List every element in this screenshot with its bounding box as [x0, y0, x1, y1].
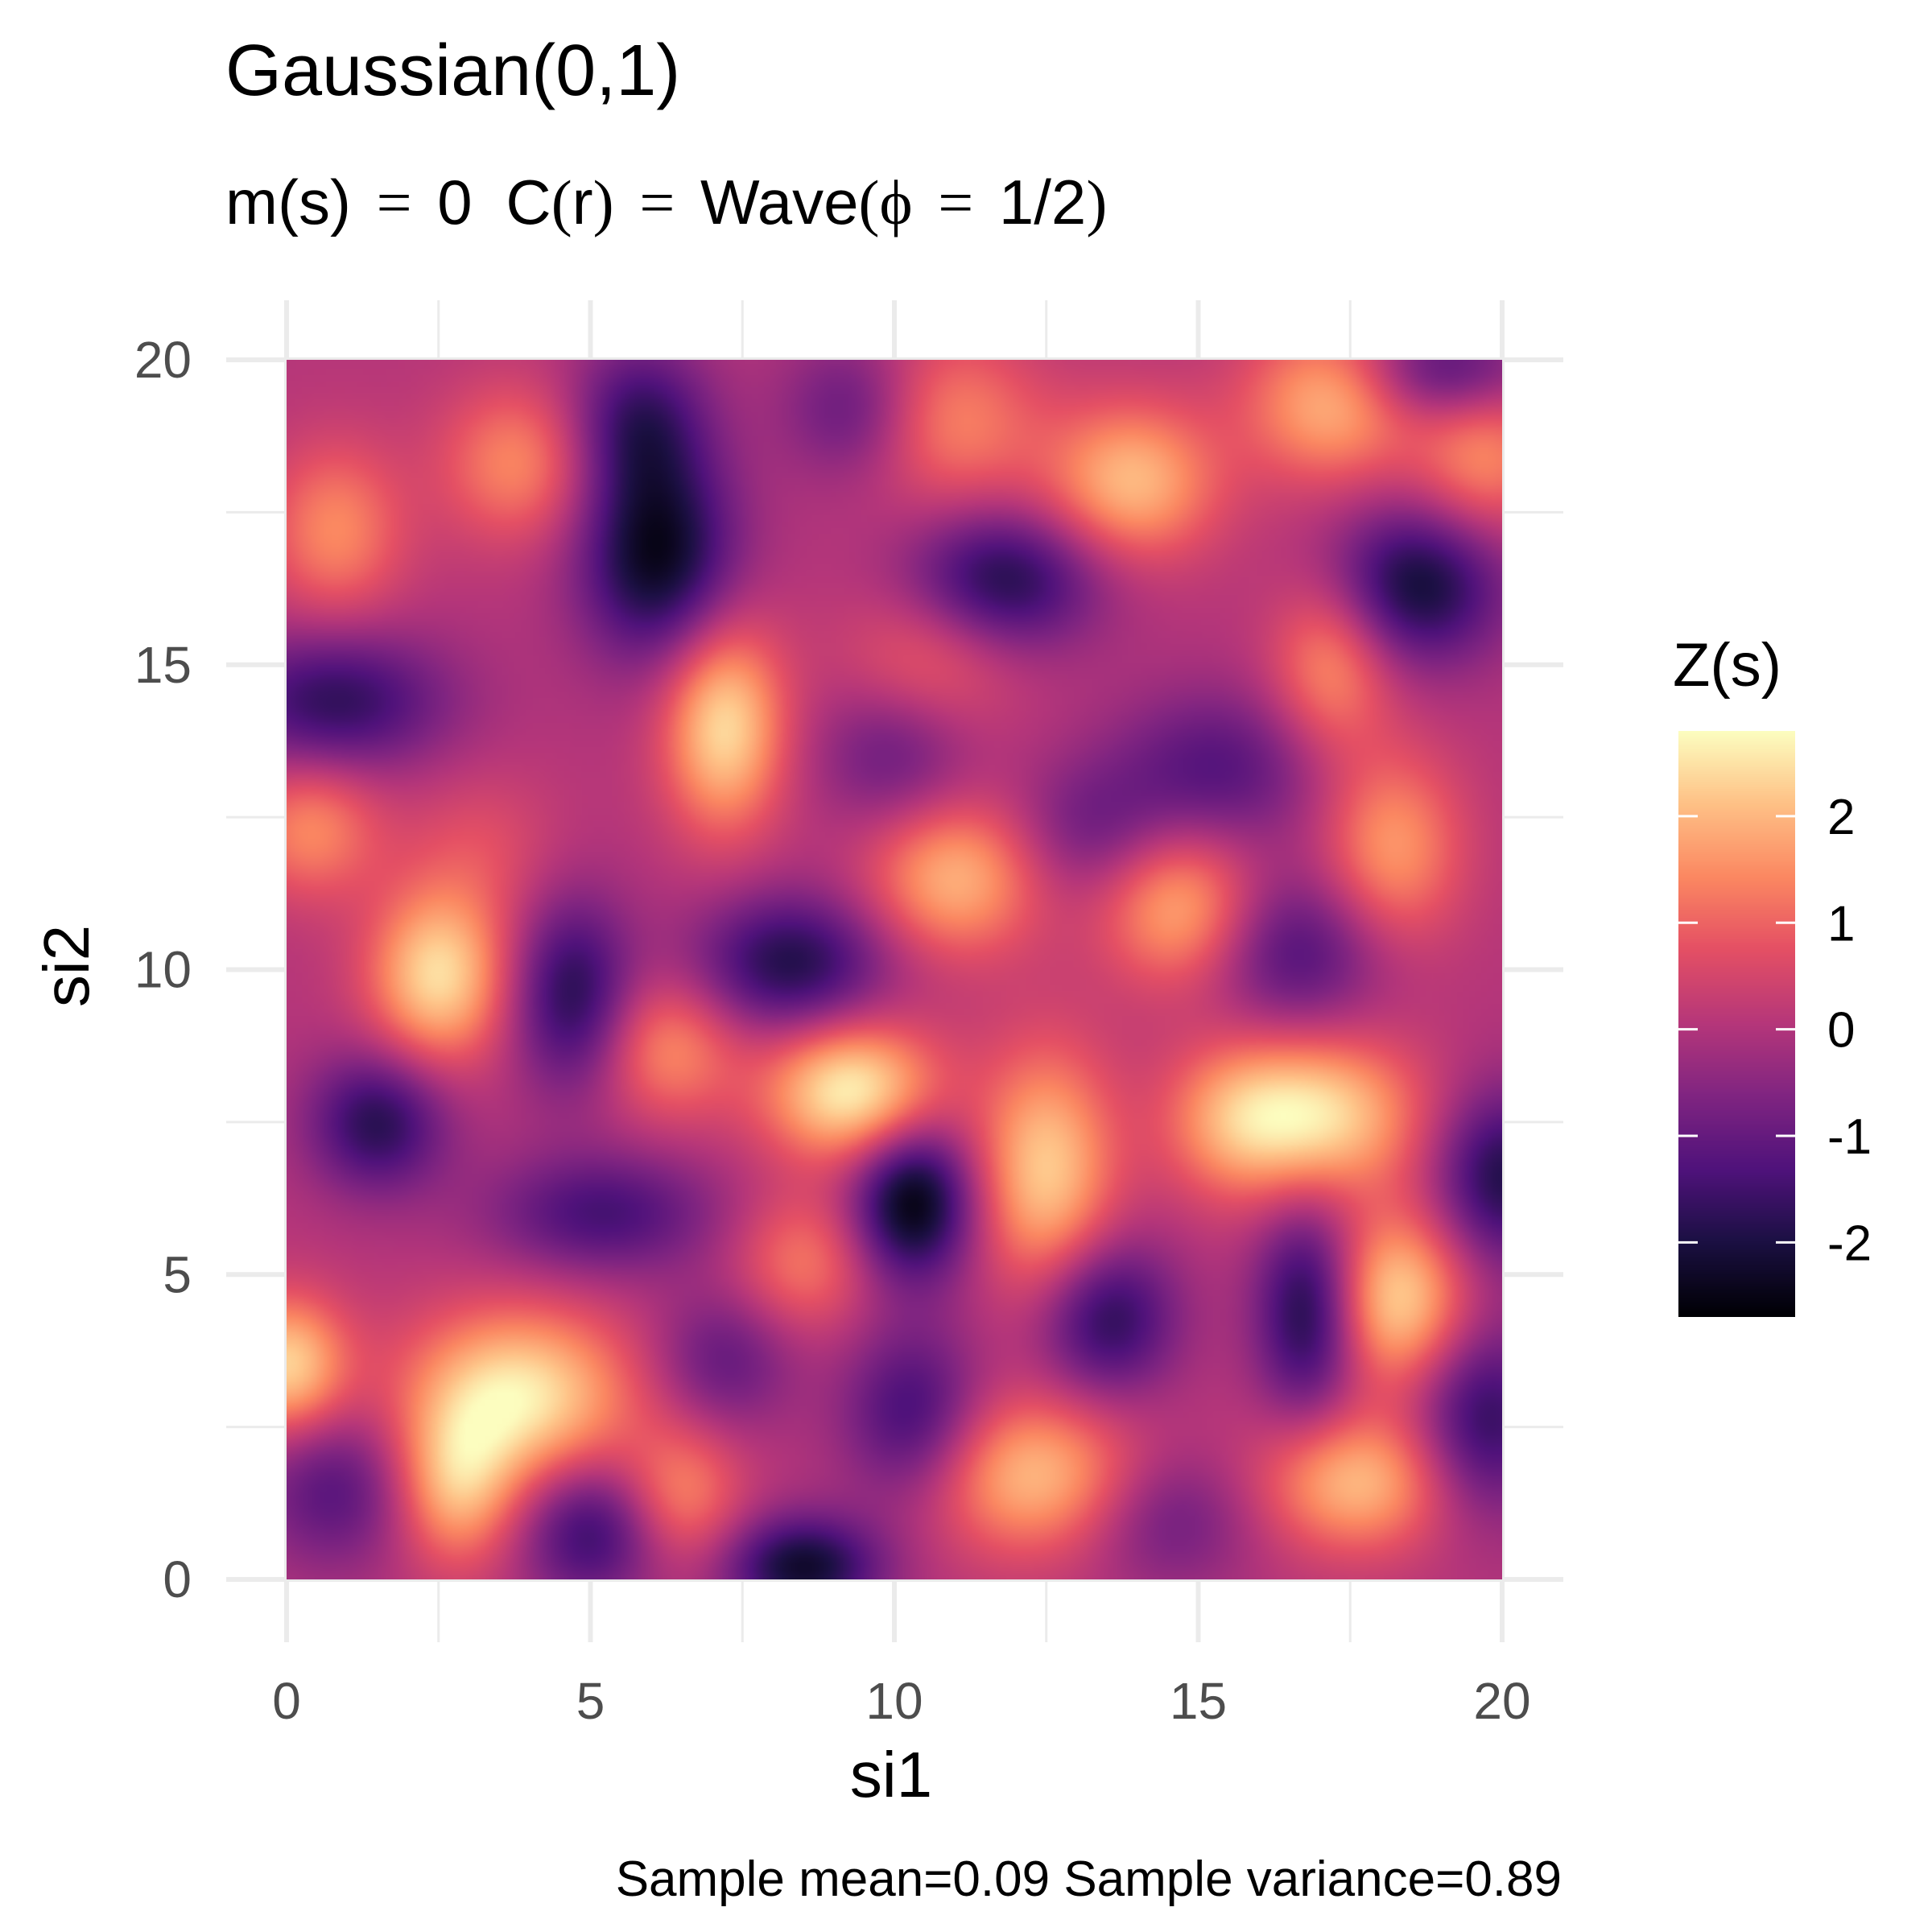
- heatmap-raster: [287, 360, 1502, 1579]
- legend-tick-label: 1: [1827, 896, 1855, 952]
- legend-tick-label: 0: [1827, 1003, 1855, 1059]
- x-tick-label: 5: [576, 1672, 605, 1730]
- chart-subtitle: m(s) = 0 C(r) = Wave(ϕ = 1/2): [225, 167, 1107, 237]
- y-axis-ticks: 0 5 10 15 20: [134, 331, 192, 1608]
- subtitle-mean-value: 0: [437, 167, 472, 237]
- subtitle-paren-open: (: [551, 167, 572, 237]
- subtitle-eq-3: =: [938, 167, 973, 237]
- subtitle-paren-close: ): [593, 167, 614, 237]
- subtitle-eq-2: =: [639, 167, 675, 237]
- x-tick-label: 20: [1473, 1672, 1530, 1730]
- legend-tick-label: -1: [1827, 1109, 1872, 1165]
- subtitle-param-value: 1/2: [999, 167, 1086, 237]
- y-tick-label: 10: [134, 941, 192, 999]
- subtitle-param-symbol: ϕ: [879, 167, 912, 237]
- subtitle-cov-model: Wave: [700, 167, 859, 237]
- x-tick-label: 15: [1170, 1672, 1227, 1730]
- subtitle-eq-1: =: [377, 167, 412, 237]
- y-axis-label: si2: [31, 925, 102, 1007]
- x-tick-label: 0: [272, 1672, 301, 1730]
- legend-tick-label: 2: [1827, 790, 1855, 845]
- x-tick-label: 10: [865, 1672, 923, 1730]
- legend-title: Z(s): [1673, 631, 1781, 700]
- subtitle-cov-arg: r: [572, 167, 593, 237]
- chart-title: Gaussian(0,1): [225, 31, 680, 111]
- y-tick-label: 0: [163, 1550, 192, 1608]
- caption: Sample mean=0.09 Sample variance=0.89: [616, 1852, 1562, 1907]
- legend-colorbar: [1678, 731, 1795, 1317]
- subtitle-paren-close-2: ): [1086, 167, 1107, 237]
- legend-ticks: 2 1 0 -1 -2: [1678, 790, 1872, 1271]
- y-tick-label: 15: [134, 636, 192, 694]
- subtitle-cov-name: C: [506, 167, 551, 237]
- x-axis-label: si1: [850, 1739, 932, 1810]
- subtitle-mean: m(s): [225, 167, 351, 237]
- y-tick-label: 5: [163, 1245, 192, 1303]
- legend-tick-label: -2: [1827, 1216, 1872, 1271]
- subtitle-paren-open-2: (: [858, 167, 879, 237]
- y-tick-label: 20: [134, 331, 192, 389]
- x-axis-ticks: 0 5 10 15 20: [272, 1672, 1530, 1730]
